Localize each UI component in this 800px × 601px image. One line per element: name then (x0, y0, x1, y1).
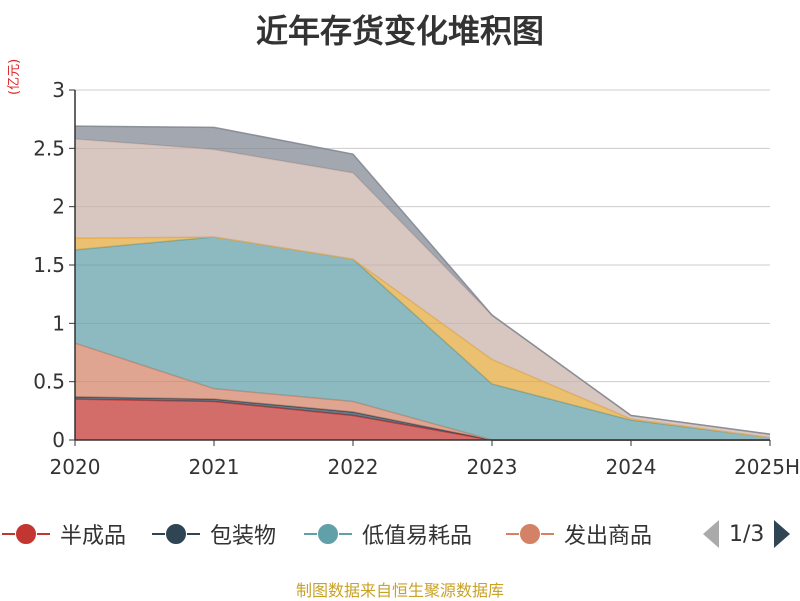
y-tick-label: 1 (52, 311, 65, 335)
area-series-0 (75, 399, 770, 440)
series-line-6 (74, 125, 771, 435)
legend: 半成品 包装物 低值易耗品 发出商品 (0, 517, 800, 551)
legend-marker-icon (504, 517, 556, 551)
axes: 0 0.5 1 1.5 2 2.5 3 2020 2021 2022 2023 2024 2025H (33, 78, 800, 479)
y-tick-label: 0.5 (33, 370, 65, 394)
chart-title: 近年存货变化堆积图 (255, 12, 544, 50)
stacked-area-chart: 0 0.5 1 1.5 2 2.5 3 2020 2021 2022 2023 2024 2025H (33, 78, 800, 479)
area-series-5 (75, 139, 770, 438)
legend-marker-icon (302, 517, 354, 551)
legend-label: 半成品 (60, 524, 127, 549)
legend-item-packaging[interactable]: 包装物 (150, 517, 276, 551)
area-series-2 (75, 343, 770, 440)
legend-label: 低值易耗品 (362, 524, 473, 549)
legend-label: 包装物 (210, 524, 277, 549)
page-indicator: 1/3 (729, 521, 765, 547)
legend-marker-icon (0, 517, 52, 551)
x-tick-label: 2021 (189, 455, 240, 479)
series-line-4 (74, 236, 771, 439)
x-tick-label: 2020 (50, 455, 101, 479)
area-series (74, 125, 771, 441)
x-tick-label: 2022 (328, 455, 379, 479)
prev-page-icon[interactable] (703, 520, 719, 548)
y-tick-label: 2.5 (33, 136, 65, 160)
x-tick-label: 2025H (734, 455, 800, 479)
area-series-3 (75, 237, 770, 440)
legend-marker-dot (15, 523, 37, 545)
y-tick-label: 3 (52, 78, 65, 102)
legend-marker-dot (165, 523, 187, 545)
y-tick-label: 1.5 (33, 253, 65, 277)
legend-item-semi-finished[interactable]: 半成品 (0, 517, 126, 551)
y-tick-label: 2 (52, 195, 65, 219)
legend-item-low-value-consumables[interactable]: 低值易耗品 (302, 517, 472, 551)
y-tick-label: 0 (52, 428, 65, 452)
x-tick-label: 2024 (606, 455, 657, 479)
legend-marker-dot (519, 523, 541, 545)
legend-pager: 1/3 (703, 517, 791, 551)
data-source-note: 制图数据来自恒生聚源数据库 (295, 581, 504, 600)
next-page-icon[interactable] (774, 520, 791, 548)
legend-label: 发出商品 (564, 524, 653, 549)
x-tick-label: 2023 (467, 455, 518, 479)
legend-item-goods-shipped[interactable]: 发出商品 (504, 517, 652, 551)
legend-marker-dot (317, 523, 339, 545)
legend-marker-icon (150, 517, 202, 551)
